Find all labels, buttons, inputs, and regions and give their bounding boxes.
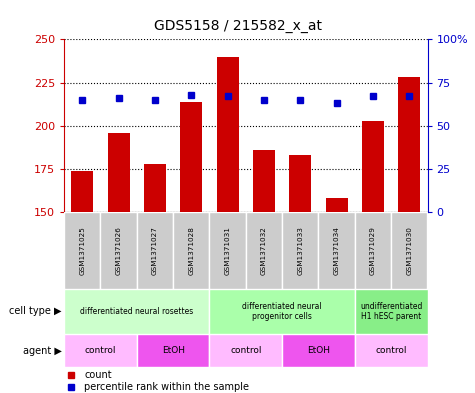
- Text: GSM1371025: GSM1371025: [79, 226, 86, 275]
- Bar: [209, 334, 282, 367]
- Bar: [318, 212, 355, 289]
- Bar: [64, 334, 137, 367]
- Text: GSM1371034: GSM1371034: [333, 226, 340, 275]
- Text: GSM1371027: GSM1371027: [152, 226, 158, 275]
- Text: EtOH: EtOH: [307, 346, 330, 355]
- Text: agent ▶: agent ▶: [23, 346, 62, 356]
- Text: GSM1371028: GSM1371028: [188, 226, 194, 275]
- Text: differentiated neural rosettes: differentiated neural rosettes: [80, 307, 193, 316]
- Bar: [209, 212, 246, 289]
- Bar: [253, 150, 275, 212]
- Bar: [355, 334, 428, 367]
- Text: GSM1371031: GSM1371031: [225, 226, 231, 275]
- Bar: [282, 334, 355, 367]
- Bar: [209, 289, 355, 334]
- Text: EtOH: EtOH: [162, 346, 185, 355]
- Bar: [108, 133, 130, 212]
- Text: GSM1371033: GSM1371033: [297, 226, 304, 275]
- Text: control: control: [375, 346, 407, 355]
- Bar: [101, 212, 137, 289]
- Bar: [355, 289, 428, 334]
- Text: differentiated neural
progenitor cells: differentiated neural progenitor cells: [242, 302, 322, 321]
- Bar: [246, 212, 282, 289]
- Bar: [64, 212, 101, 289]
- Bar: [173, 212, 209, 289]
- Bar: [217, 57, 238, 212]
- Text: GDS5158 / 215582_x_at: GDS5158 / 215582_x_at: [153, 19, 322, 33]
- Bar: [180, 101, 202, 212]
- Text: GSM1371029: GSM1371029: [370, 226, 376, 275]
- Bar: [137, 212, 173, 289]
- Text: undifferentiated
H1 hESC parent: undifferentiated H1 hESC parent: [360, 302, 422, 321]
- Bar: [282, 212, 318, 289]
- Text: cell type ▶: cell type ▶: [9, 307, 62, 316]
- Bar: [355, 212, 391, 289]
- Text: GSM1371032: GSM1371032: [261, 226, 267, 275]
- Bar: [144, 164, 166, 212]
- Bar: [137, 334, 209, 367]
- Bar: [399, 77, 420, 212]
- Bar: [289, 155, 311, 212]
- Text: count: count: [84, 370, 112, 380]
- Bar: [362, 121, 384, 212]
- Text: GSM1371026: GSM1371026: [115, 226, 122, 275]
- Text: GSM1371030: GSM1371030: [406, 226, 412, 275]
- Text: percentile rank within the sample: percentile rank within the sample: [84, 382, 249, 392]
- Bar: [64, 289, 209, 334]
- Bar: [71, 171, 93, 212]
- Text: control: control: [230, 346, 262, 355]
- Bar: [391, 212, 428, 289]
- Bar: [326, 198, 348, 212]
- Text: control: control: [85, 346, 116, 355]
